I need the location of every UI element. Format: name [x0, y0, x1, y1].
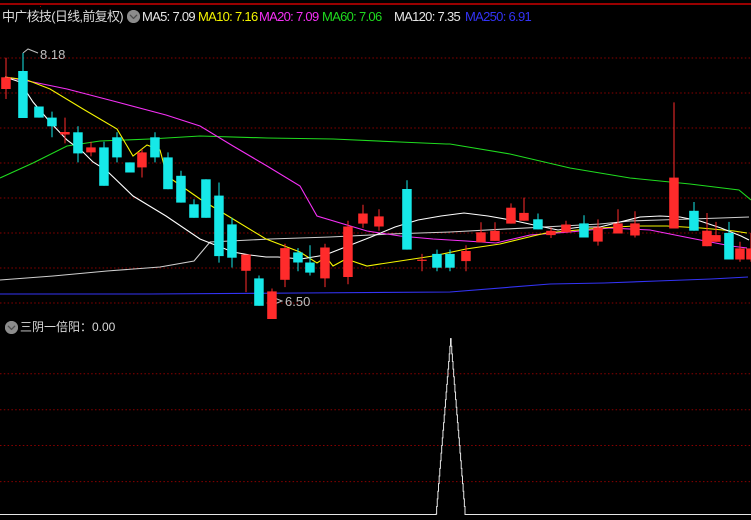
svg-text:8.18: 8.18 [40, 47, 65, 62]
svg-text:6.50: 6.50 [285, 294, 310, 309]
